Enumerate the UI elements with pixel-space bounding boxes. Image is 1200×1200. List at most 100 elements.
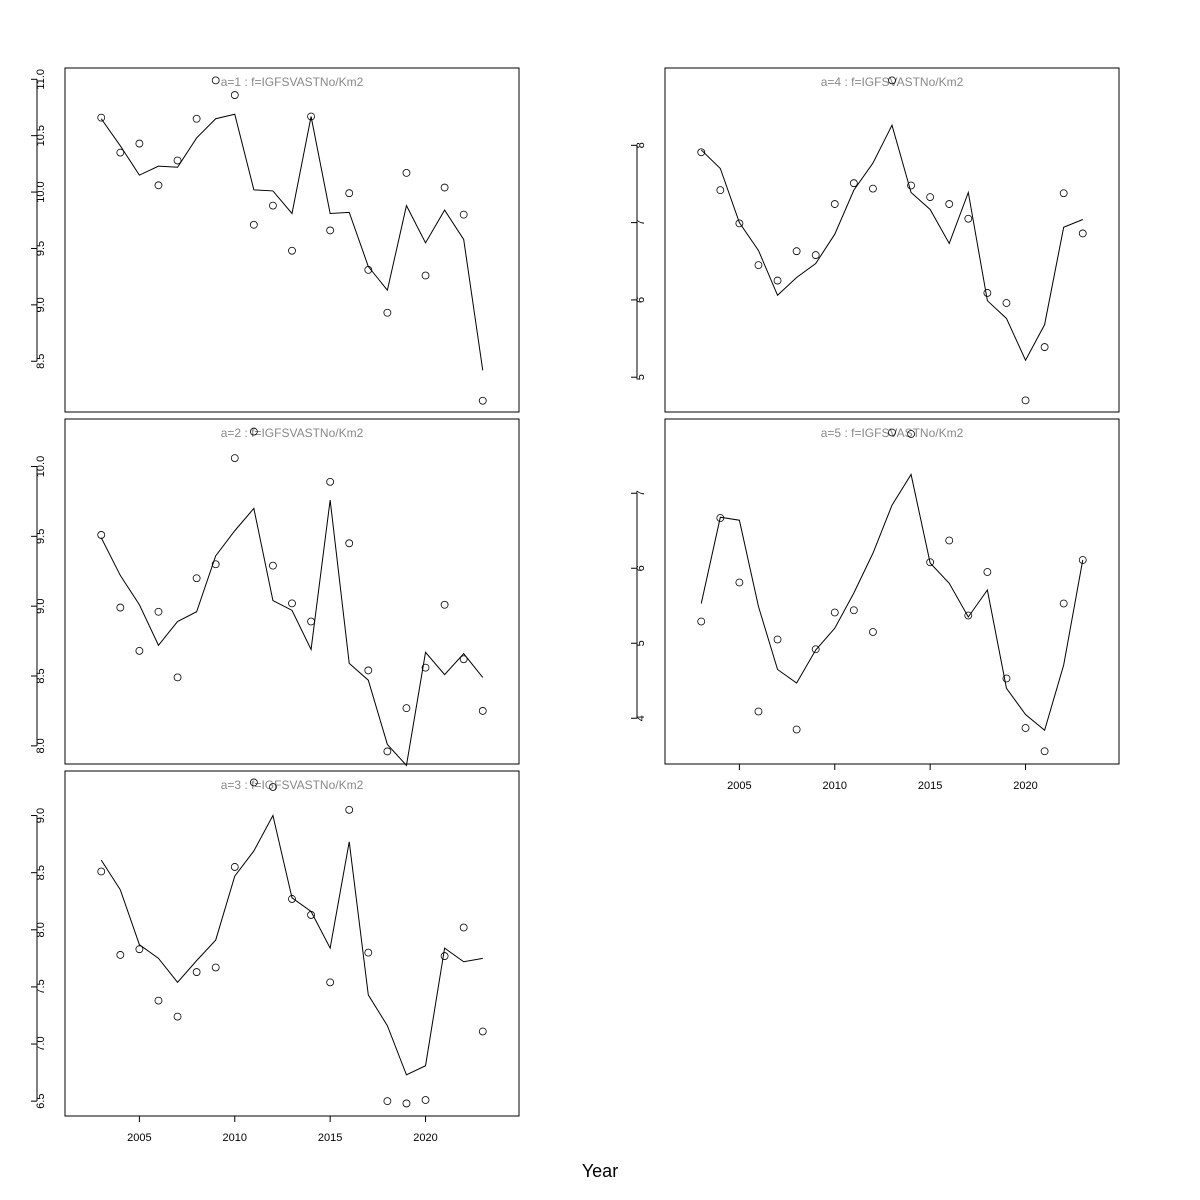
observed-point bbox=[364, 666, 373, 675]
y-tick-label: 9.0 bbox=[35, 599, 47, 614]
observed-point bbox=[888, 428, 896, 437]
y-tick-label: 9.5 bbox=[35, 241, 47, 256]
observed-point bbox=[249, 427, 258, 436]
observed-point bbox=[697, 617, 706, 626]
x-tick-label: 2010 bbox=[223, 1132, 247, 1144]
observed-point bbox=[116, 951, 125, 959]
plot-frame bbox=[64, 67, 520, 413]
observed-point bbox=[830, 608, 839, 617]
observed-point bbox=[945, 536, 954, 545]
observed-point bbox=[307, 112, 315, 121]
observed-point bbox=[907, 430, 915, 438]
observed-point bbox=[478, 1027, 487, 1036]
observed-point bbox=[716, 186, 725, 195]
fit-line bbox=[100, 814, 483, 1076]
x-tick-label: 2020 bbox=[413, 1132, 437, 1144]
observed-point bbox=[97, 531, 106, 539]
observed-point bbox=[811, 645, 820, 654]
observed-point bbox=[1021, 396, 1030, 405]
panel-title: a=1 : f=IGFSVASTNo/Km2 bbox=[221, 75, 364, 89]
observed-point bbox=[478, 396, 487, 405]
y-tick-label: 8.5 bbox=[35, 668, 47, 683]
y-tick-label: 6 bbox=[635, 565, 647, 571]
observed-point bbox=[773, 276, 782, 285]
observed-point bbox=[249, 778, 258, 787]
y-tick-label: 8 bbox=[635, 142, 647, 148]
x-tick-label: 2010 bbox=[823, 780, 847, 792]
observed-point bbox=[1002, 674, 1011, 683]
observed-point bbox=[288, 895, 296, 903]
observed-point bbox=[869, 184, 877, 193]
observed-point bbox=[440, 183, 449, 192]
y-tick-label: 5 bbox=[635, 640, 647, 646]
y-tick-label: 7 bbox=[635, 490, 647, 496]
observed-point bbox=[402, 168, 411, 177]
observed-point bbox=[926, 193, 935, 201]
observed-point bbox=[230, 454, 239, 463]
fit-line bbox=[100, 499, 484, 767]
observed-point bbox=[907, 181, 915, 190]
observed-point bbox=[154, 181, 163, 190]
panel-title: a=5 : f=IGFSVASTNo/Km2 bbox=[821, 426, 964, 440]
observed-point bbox=[383, 747, 392, 756]
observed-point bbox=[383, 308, 392, 317]
observed-point bbox=[345, 805, 354, 814]
observed-point bbox=[402, 1099, 411, 1108]
observed-point bbox=[192, 968, 201, 976]
y-tick-label: 6.5 bbox=[35, 1094, 47, 1109]
y-tick-label: 9.5 bbox=[35, 529, 47, 544]
observed-point bbox=[697, 148, 706, 157]
plot-frame bbox=[64, 770, 520, 1117]
observed-point bbox=[249, 220, 258, 229]
y-tick-label: 9.0 bbox=[35, 297, 47, 312]
observed-point bbox=[345, 189, 354, 198]
observed-point bbox=[192, 574, 201, 583]
fit-line bbox=[700, 123, 1083, 362]
observed-point bbox=[1002, 299, 1011, 307]
y-tick-label: 8.0 bbox=[35, 922, 47, 937]
y-tick-label: 9.0 bbox=[35, 808, 47, 823]
observed-point bbox=[440, 600, 449, 609]
y-tick-label: 7 bbox=[635, 220, 647, 226]
observed-point bbox=[307, 617, 315, 626]
panel-title: a=2 : f=IGFSVASTNo/Km2 bbox=[221, 426, 364, 440]
observed-point bbox=[326, 978, 335, 987]
observed-point bbox=[754, 261, 763, 270]
y-tick-label: 10.0 bbox=[35, 181, 47, 202]
observed-point bbox=[421, 271, 430, 280]
observed-point bbox=[735, 219, 744, 228]
x-tick-label: 2015 bbox=[918, 780, 942, 792]
y-tick-label: 8.5 bbox=[35, 865, 47, 880]
observed-point bbox=[230, 91, 239, 99]
observed-point bbox=[288, 599, 296, 608]
x-axis-label: Year bbox=[582, 1161, 618, 1181]
observed-point bbox=[383, 1097, 392, 1106]
observed-point bbox=[135, 139, 144, 148]
observed-point bbox=[230, 863, 239, 871]
observed-point bbox=[792, 247, 801, 256]
observed-point bbox=[754, 707, 763, 716]
observed-point bbox=[211, 76, 220, 85]
x-tick-label: 2020 bbox=[1013, 780, 1037, 792]
observed-point bbox=[1078, 229, 1087, 238]
observed-point bbox=[1078, 556, 1087, 564]
observed-point bbox=[269, 561, 277, 570]
observed-point bbox=[1059, 599, 1068, 608]
y-tick-label: 7.0 bbox=[35, 1036, 47, 1051]
observed-point bbox=[135, 945, 144, 954]
observed-point bbox=[135, 646, 144, 655]
x-tick-label: 2005 bbox=[727, 780, 751, 792]
observed-point bbox=[459, 655, 468, 664]
observed-point bbox=[478, 707, 487, 715]
observed-point bbox=[154, 996, 163, 1005]
observed-point bbox=[459, 210, 468, 219]
observed-point bbox=[97, 867, 106, 876]
observed-point bbox=[869, 628, 877, 636]
observed-point bbox=[173, 673, 182, 682]
plot-frame bbox=[664, 418, 1120, 765]
fit-line bbox=[700, 473, 1084, 732]
observed-point bbox=[964, 214, 973, 223]
observed-point bbox=[326, 226, 335, 235]
observed-point bbox=[211, 963, 220, 972]
